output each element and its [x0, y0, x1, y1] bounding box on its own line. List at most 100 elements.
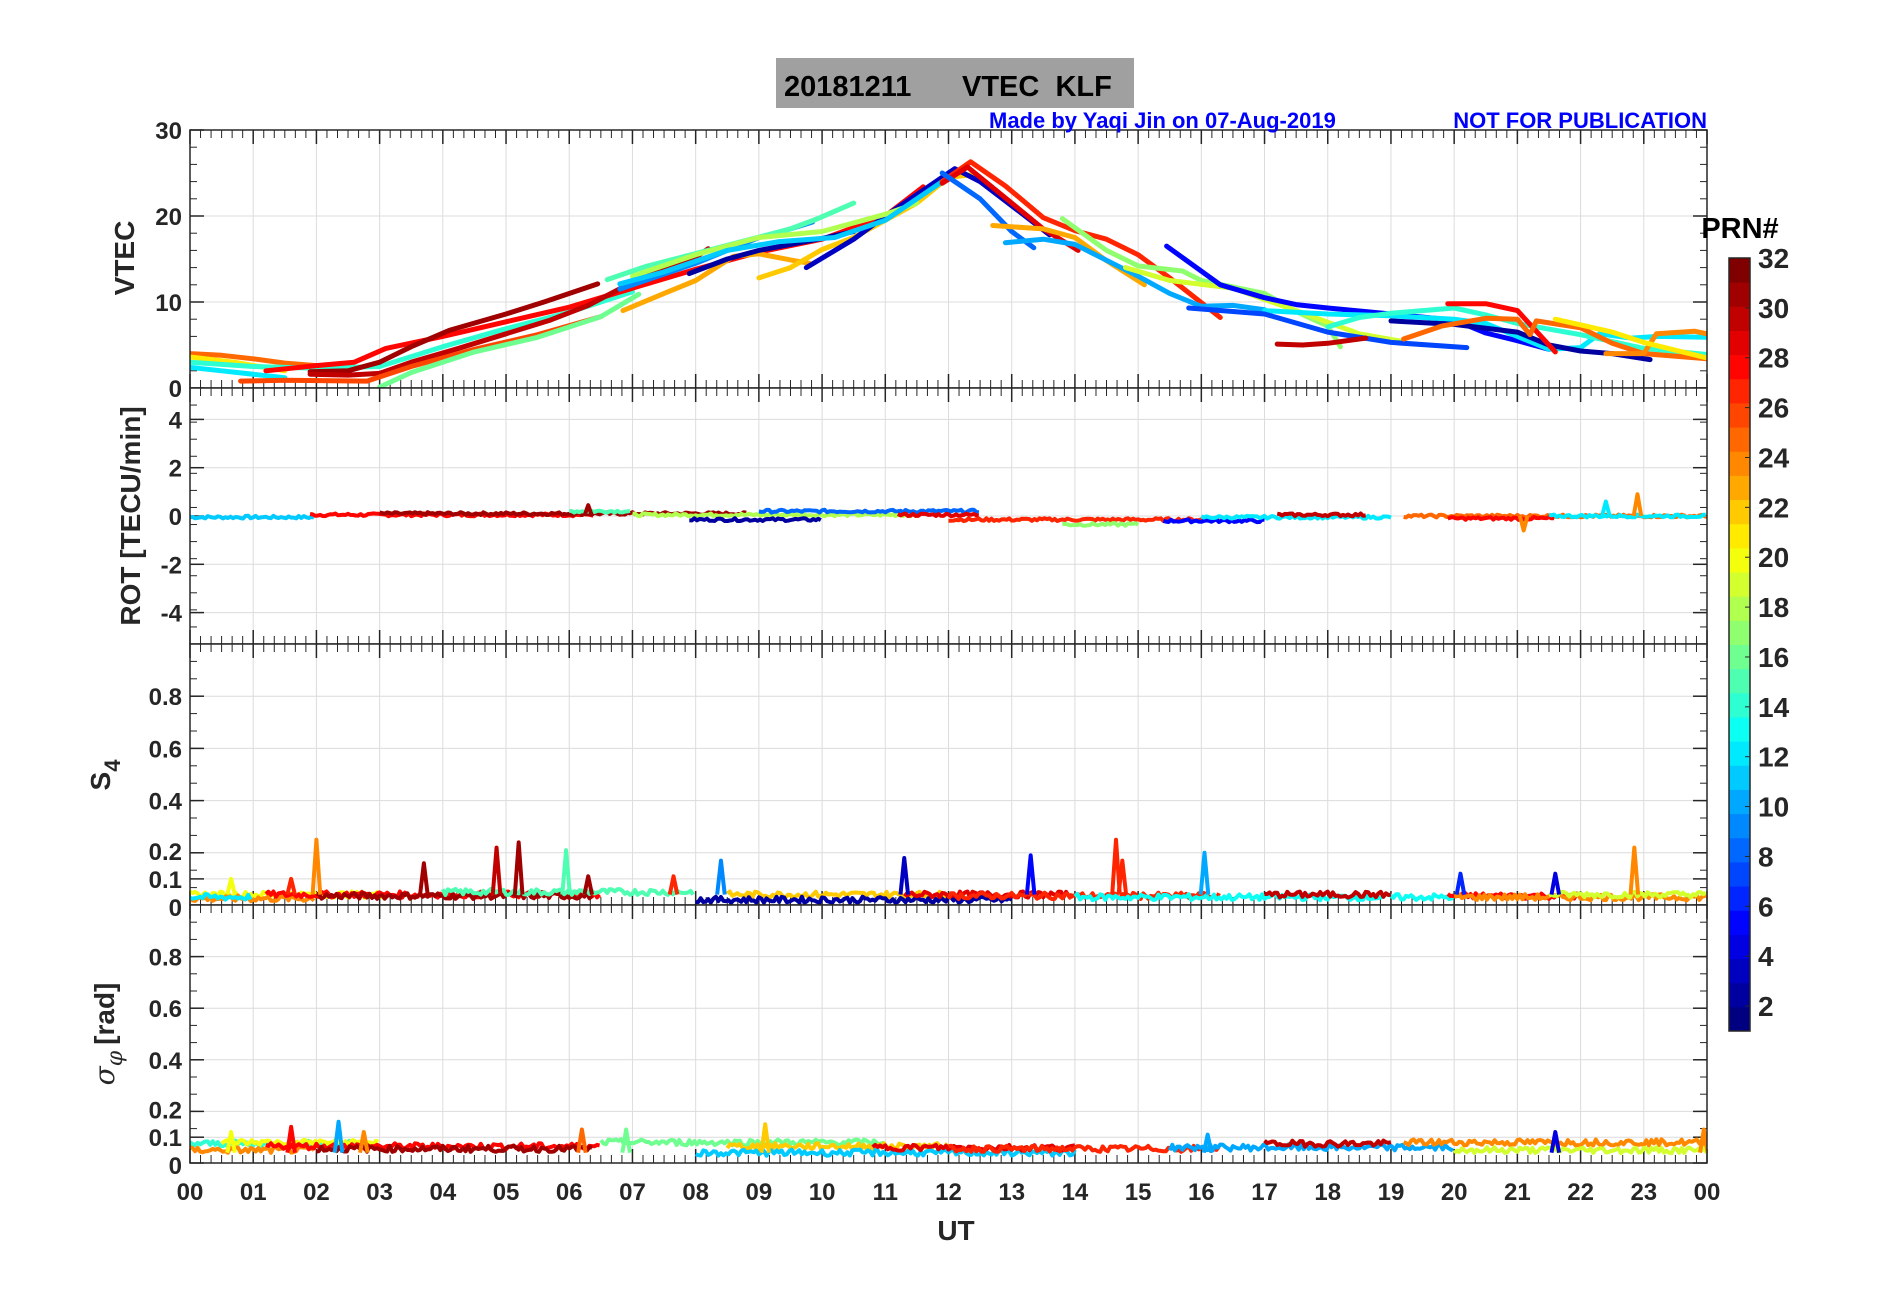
y-tick-label: 2 — [169, 456, 182, 483]
x-tick-label: 14 — [1062, 1179, 1089, 1206]
colorbar-tick-label: 18 — [1758, 592, 1789, 623]
panel-vtec: 0 10 20 30 — [155, 118, 1708, 403]
panels: 0102030-4-202400.10.20.40.60.800.10.20.4… — [149, 118, 1721, 1206]
colorbar-swatch — [1729, 741, 1750, 766]
s4-spike-prn-24 — [1628, 845, 1641, 895]
y-label-s4-main: S — [85, 772, 116, 791]
s4-spike-prn-27 — [667, 874, 680, 895]
x-tick-label: 00 — [177, 1179, 204, 1206]
s4-spike-prn-27 — [1116, 858, 1129, 895]
sigma_phi-spike-prn-4 — [1549, 1130, 1562, 1154]
s4-spike-prn-31 — [512, 840, 525, 895]
x-tick-label: 23 — [1630, 1179, 1657, 1206]
colorbar-label: PRN# — [1701, 213, 1778, 245]
panel-frame — [189, 904, 1708, 1164]
s4-series-prn-19 — [1548, 889, 1707, 900]
s4-spike-prn-6 — [1454, 871, 1467, 895]
y-tick-label: 20 — [155, 204, 182, 231]
vtec-series-prn-21 — [1552, 316, 1707, 361]
y-tick-label: 0.4 — [149, 1048, 183, 1075]
vtec-series-prn-29 — [939, 164, 1081, 253]
colorbar-swatch — [1729, 451, 1750, 476]
y-tick-label: -4 — [161, 601, 183, 628]
colorbar-swatch — [1729, 620, 1750, 645]
colorbar-swatch — [1729, 258, 1750, 283]
vtec-series-prn-31 — [307, 281, 601, 375]
x-tick-label: 19 — [1378, 1179, 1405, 1206]
colorbar-swatch — [1729, 547, 1750, 573]
colorbar-swatch — [1729, 910, 1750, 935]
x-tick-label: 08 — [682, 1179, 709, 1206]
colorbar-swatch — [1729, 354, 1750, 380]
sigma_phi-spike-prn-20 — [225, 1130, 237, 1154]
x-tick-label: 07 — [619, 1179, 646, 1206]
colorbar-swatch — [1729, 789, 1750, 815]
y-label-sigma: σ — [88, 1065, 121, 1085]
sigma_phi-spike-prn-24 — [358, 1130, 370, 1154]
s4-spike-prn-30 — [490, 845, 503, 895]
vtec-series-prn-12 — [190, 364, 288, 381]
y-label-phi: φ — [103, 1050, 128, 1066]
rot-spike-prn-12 — [1600, 499, 1612, 517]
sigma_phi-series-prn-24 — [1402, 1137, 1707, 1148]
x-tick-label: 00 — [1694, 1179, 1721, 1206]
colorbar-swatch — [1729, 330, 1750, 356]
title-date: 20181211 — [784, 71, 911, 103]
sigma_phi-series-prn-19 — [1452, 1145, 1707, 1156]
sigma_phi-spike-prn-10 — [1201, 1132, 1214, 1154]
s4-series-prn-12 — [190, 892, 253, 902]
series-group — [190, 492, 1707, 533]
s4-spike-prn-31 — [418, 861, 430, 895]
sigma_phi-spike-prn-25 — [576, 1127, 588, 1154]
rot-series-prn-15 — [569, 508, 631, 515]
colorbar-swatch — [1729, 306, 1750, 331]
y-label-rad: [rad] — [89, 983, 120, 1045]
y-tick-label: 0 — [169, 1153, 182, 1180]
s4-spike-prn-15 — [560, 848, 572, 895]
s4-spike-prn-9 — [715, 858, 727, 895]
colorbar-tick-label: 26 — [1758, 393, 1789, 424]
sigma_phi-series-prn-11 — [694, 1147, 1077, 1158]
colorbar-swatch — [1729, 716, 1750, 742]
y-tick-label: 0.4 — [149, 789, 183, 816]
colorbar-swatch — [1729, 572, 1750, 597]
colorbar-swatch — [1729, 1006, 1750, 1032]
colorbar-tick-label: 6 — [1758, 891, 1774, 922]
title-box — [776, 58, 1134, 108]
x-tick-label: 18 — [1314, 1179, 1341, 1206]
y-tick-label: 0.8 — [149, 945, 182, 972]
colorbar-swatch — [1729, 499, 1750, 525]
vtec-series-prn-11 — [617, 174, 951, 287]
panel-s4: 00.10.2 0.4 0.6 0.8 — [149, 643, 1708, 922]
colorbar-swatch — [1729, 668, 1750, 694]
colorbar-swatch — [1729, 282, 1750, 307]
x-tick-label: 11 — [873, 1179, 898, 1206]
not-for-publication-text: NOT FOR PUBLICATION — [1453, 108, 1707, 133]
series-group — [190, 159, 1707, 388]
s4-spike-prn-27 — [1110, 837, 1122, 895]
x-tick-label: 12 — [935, 1179, 962, 1206]
x-axis-label: UT — [937, 1215, 974, 1246]
rot-series-prn-5 — [1162, 517, 1265, 525]
y-tick-label: 0.8 — [149, 684, 182, 711]
y-tick-label: 4 — [169, 407, 183, 434]
colorbar-tick-label: 24 — [1758, 442, 1790, 473]
colorbar-tick-label: 14 — [1758, 692, 1790, 723]
y-tick-label: 0 — [169, 376, 182, 403]
x-tick-label: 22 — [1567, 1179, 1594, 1206]
colorbar-tick-label: 22 — [1758, 492, 1789, 523]
colorbar-swatch — [1729, 982, 1750, 1008]
vtec-series-prn-16 — [377, 291, 642, 388]
colorbar-tick-label: 4 — [1758, 941, 1774, 972]
rot-series-prn-11 — [190, 513, 315, 521]
y-tick-label: 0.2 — [149, 839, 182, 866]
series-group — [190, 837, 1707, 905]
colorbar-swatch — [1729, 378, 1750, 404]
s4-spike-prn-5 — [1024, 853, 1037, 895]
y-tick-label: 0 — [169, 504, 182, 531]
sigma_phi-series-prn-30 — [1263, 1138, 1392, 1149]
colorbar-tick-label: 8 — [1758, 841, 1774, 872]
credit-text: Made by Yaqi Jin on 07-Aug-2019 — [989, 108, 1336, 133]
sigma_phi-spike-prn-22 — [759, 1122, 771, 1153]
x-tick-label: 06 — [556, 1179, 583, 1206]
